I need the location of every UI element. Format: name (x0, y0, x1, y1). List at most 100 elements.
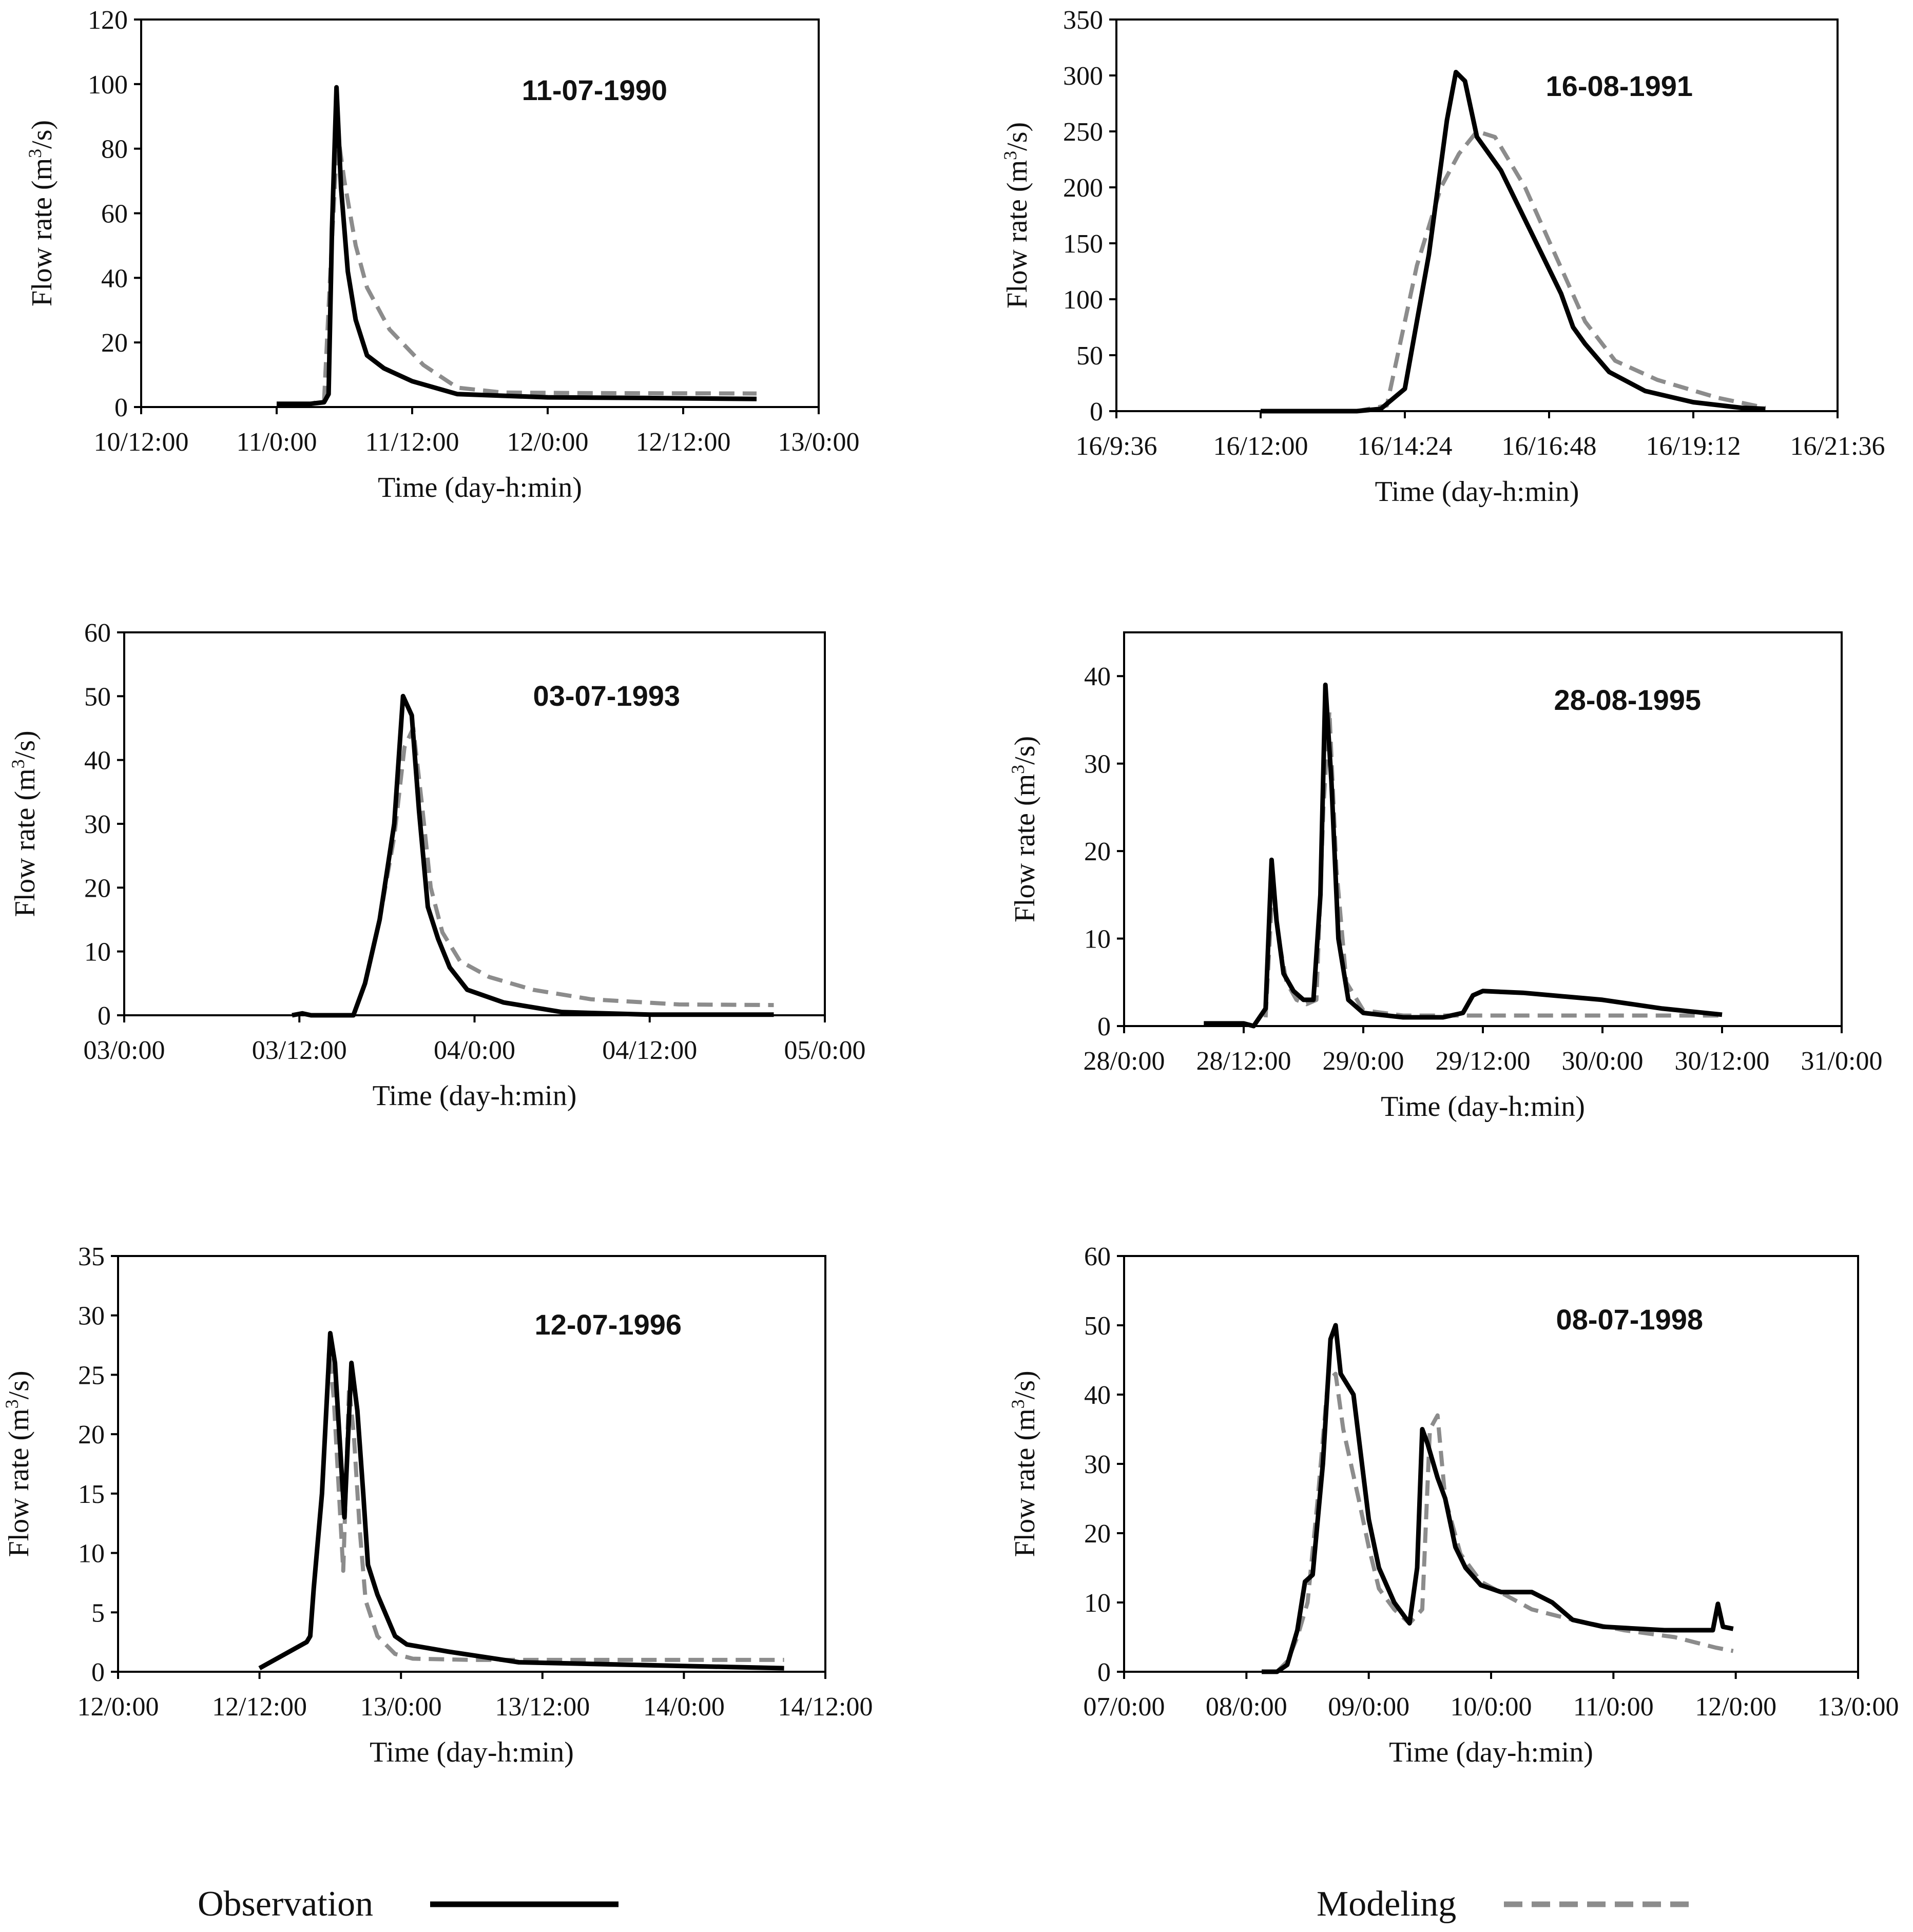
x-tick-label: 29/0:00 (1323, 1047, 1404, 1076)
x-tick-label: 16/16:48 (1502, 432, 1597, 461)
y-tick-label: 10 (78, 1539, 105, 1569)
x-tick-label: 16/14:24 (1358, 432, 1453, 461)
x-tick-label: 14/12:00 (778, 1692, 873, 1722)
x-tick-label: 09/0:00 (1328, 1692, 1409, 1722)
x-tick-label: 04/0:00 (434, 1036, 515, 1065)
y-axis-label-tail: /s) (1009, 1370, 1041, 1399)
x-axis-label: Time (day-h:min) (1375, 476, 1579, 508)
y-tick-label: 0 (1097, 1658, 1111, 1687)
y-tick-label: 10 (1084, 925, 1111, 954)
legend: Observation Modeling (198, 1884, 1694, 1924)
y-tick-label: 40 (1084, 662, 1111, 691)
y-tick-label: 300 (1063, 62, 1103, 91)
y-axis-label-sup: 3 (25, 149, 45, 158)
observation-series-line (258, 1330, 784, 1671)
y-tick-label: 20 (1084, 1519, 1111, 1549)
x-tick-label: 31/0:00 (1801, 1047, 1883, 1076)
x-tick-label: 28/0:00 (1084, 1047, 1165, 1076)
y-tick-label: 20 (78, 1420, 105, 1450)
y-axis-label-tail: /s) (9, 730, 41, 759)
x-axis-label: Time (day-h:min) (370, 1736, 574, 1768)
legend-observation-label: Observation (198, 1884, 373, 1924)
x-tick-label: 16/9:36 (1076, 432, 1157, 461)
event-date-title: 12-07-1996 (535, 1308, 682, 1341)
chart-panel-1: 0 20 40 60 80 100 120 10/12:00 11/0:00 11/12:00 12… (25, 6, 859, 504)
y-tick-label: 10 (1084, 1589, 1111, 1618)
y-axis-label-sup: 3 (8, 759, 28, 768)
chart-panel-5: 0 5 10 15 20 25 30 35 12/0:00 12/12:00 13/0:00 13/1… (2, 1242, 873, 1768)
x-tick-label: 13/0:00 (778, 428, 860, 457)
y-tick-label: 20 (84, 874, 111, 903)
observation-series-line (292, 693, 774, 1018)
y-tick-label: 25 (78, 1361, 105, 1390)
x-tick-label: 14/0:00 (643, 1692, 725, 1722)
y-axis-label-sup: 3 (2, 1399, 22, 1408)
y-tick-label: 0 (98, 1001, 111, 1031)
plot-frame (140, 18, 820, 408)
x-tick-label: 03/0:00 (84, 1036, 165, 1065)
observation-series-line (1204, 682, 1723, 1029)
y-tick-label: 50 (84, 682, 111, 711)
y-axis-label: Flow rate (m3/s) (1008, 1370, 1041, 1557)
x-tick-label: 28/12:00 (1196, 1047, 1291, 1076)
y-axis-label: Flow rate (m3/s) (8, 730, 41, 917)
chart-panel-2: 0 50 100 150 200 250 300 350 16/9:36 16/12:00 16/1… (1000, 6, 1885, 508)
chart-panel-3: 0 10 20 30 40 50 60 03/0:00 03/12:00 04/0:00 04/12… (8, 619, 865, 1112)
event-date-title: 11-07-1990 (522, 74, 667, 106)
x-tick-label: 30/0:00 (1562, 1047, 1644, 1076)
modeling-series-line (1261, 129, 1766, 413)
y-tick-label: 0 (114, 393, 128, 422)
event-date-title: 03-07-1993 (533, 680, 680, 712)
chart-panel-4: 0 10 20 30 40 28/0:00 28/12:00 29/0:00 29/12:00 3… (1008, 631, 1883, 1123)
x-tick-label: 05/0:00 (784, 1036, 866, 1065)
y-axis-label-base: Flow rate (m (9, 768, 41, 917)
y-axis-label-tail: /s) (1009, 736, 1041, 765)
y-axis-label-base: Flow rate (m (3, 1408, 35, 1557)
chart-panel-6: 0 10 20 30 40 50 60 07/0:00 08/0:00 09/0:00 10/0:0… (1008, 1242, 1899, 1768)
y-tick-label: 250 (1063, 118, 1103, 147)
y-axis-label-tail: /s) (3, 1370, 35, 1399)
observation-series-line (277, 85, 757, 407)
y-tick-label: 5 (91, 1598, 105, 1628)
plot-frame (1115, 18, 1839, 412)
event-date-title: 08-07-1998 (1556, 1303, 1703, 1336)
y-tick-label: 60 (1084, 1242, 1111, 1271)
plot-frame (1123, 631, 1843, 1027)
y-tick-label: 40 (101, 264, 128, 293)
event-date-title: 28-08-1995 (1554, 684, 1701, 716)
x-tick-label: 12/12:00 (636, 428, 731, 457)
x-tick-label: 13/0:00 (1818, 1692, 1899, 1722)
y-axis-label-tail: /s) (26, 120, 58, 149)
y-tick-label: 120 (88, 6, 128, 35)
x-tick-label: 16/12:00 (1213, 432, 1308, 461)
plot-frame (117, 1255, 826, 1673)
observation-series-line (1261, 70, 1766, 414)
x-tick-label: 11/12:00 (365, 428, 459, 457)
x-tick-label: 07/0:00 (1084, 1692, 1165, 1722)
y-tick-label: 0 (91, 1658, 105, 1687)
y-axis-label-tail: /s) (1001, 122, 1033, 151)
y-axis-label-sup: 3 (1000, 151, 1020, 160)
y-axis-label-base: Flow rate (m (1001, 160, 1033, 308)
y-axis-label: Flow rate (m3/s) (1008, 736, 1041, 922)
y-tick-label: 30 (78, 1302, 105, 1331)
y-tick-label: 50 (1076, 341, 1103, 371)
modeling-series-line (277, 130, 757, 406)
y-axis-label-base: Flow rate (m (1009, 774, 1041, 922)
y-tick-label: 15 (78, 1480, 105, 1509)
y-tick-label: 10 (84, 938, 111, 967)
x-tick-label: 11/0:00 (237, 428, 317, 457)
event-date-title: 16-08-1991 (1546, 70, 1693, 102)
x-tick-label: 03/12:00 (252, 1036, 347, 1065)
y-axis-label-sup: 3 (1008, 1399, 1028, 1408)
x-tick-label: 13/0:00 (360, 1692, 442, 1722)
x-axis-label: Time (day-h:min) (378, 472, 582, 504)
plot-frame (123, 631, 826, 1016)
y-tick-label: 0 (1097, 1012, 1111, 1041)
x-axis-label: Time (day-h:min) (1381, 1091, 1585, 1123)
x-tick-label: 12/12:00 (212, 1692, 307, 1722)
y-tick-label: 30 (1084, 1450, 1111, 1479)
y-axis-label: Flow rate (m3/s) (25, 120, 58, 306)
x-tick-label: 16/19:12 (1646, 432, 1741, 461)
